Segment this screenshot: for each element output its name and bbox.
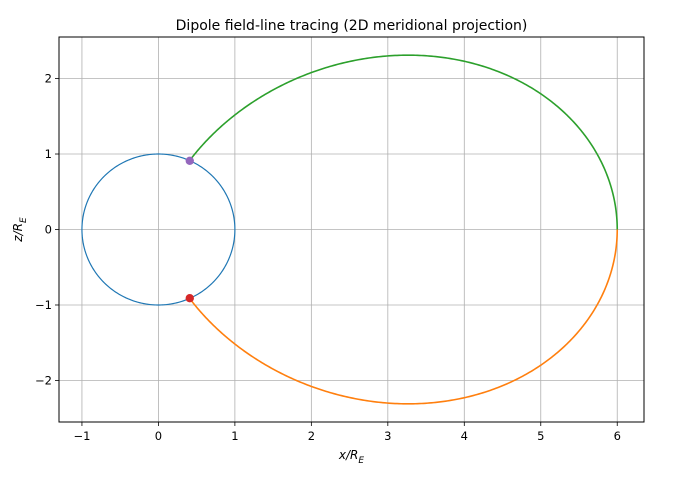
earth-circle [81,153,236,306]
south-footpoint-marker [185,293,194,303]
x-tick-label: 4 [461,429,468,443]
x-tick-label: −1 [73,429,90,443]
ticks: −1 0 1 2 3 4 5 6 −2 −1 0 1 2 [35,72,621,443]
y-tick-label: 0 [45,223,52,237]
x-tick-label: 6 [614,429,621,443]
x-tick-label: 3 [384,429,391,443]
y-axis-label: z/RE [11,217,29,243]
y-tick-label: 2 [45,72,52,86]
x-axis-label-subscript: E [358,456,364,466]
x-axis-label-main: x/R [338,448,358,462]
x-tick-label: 1 [231,429,238,443]
x-axis-label: x/RE [338,448,364,466]
x-tick-label: 2 [308,429,315,443]
chart-title: Dipole field-line tracing (2D meridional… [176,18,528,34]
north-footpoint-marker [185,156,194,166]
field-line-south [188,229,619,405]
x-tick-label: 5 [537,429,544,443]
y-axis-label-subscript: E [19,217,29,223]
field-line-north [188,54,619,230]
y-axis-label-main: z/R [11,223,25,243]
y-tick-label: −1 [35,298,52,312]
plot-data [81,54,619,405]
x-tick-label: 0 [155,429,162,443]
y-tick-label: −2 [35,373,52,387]
y-tick-label: 1 [45,147,52,161]
